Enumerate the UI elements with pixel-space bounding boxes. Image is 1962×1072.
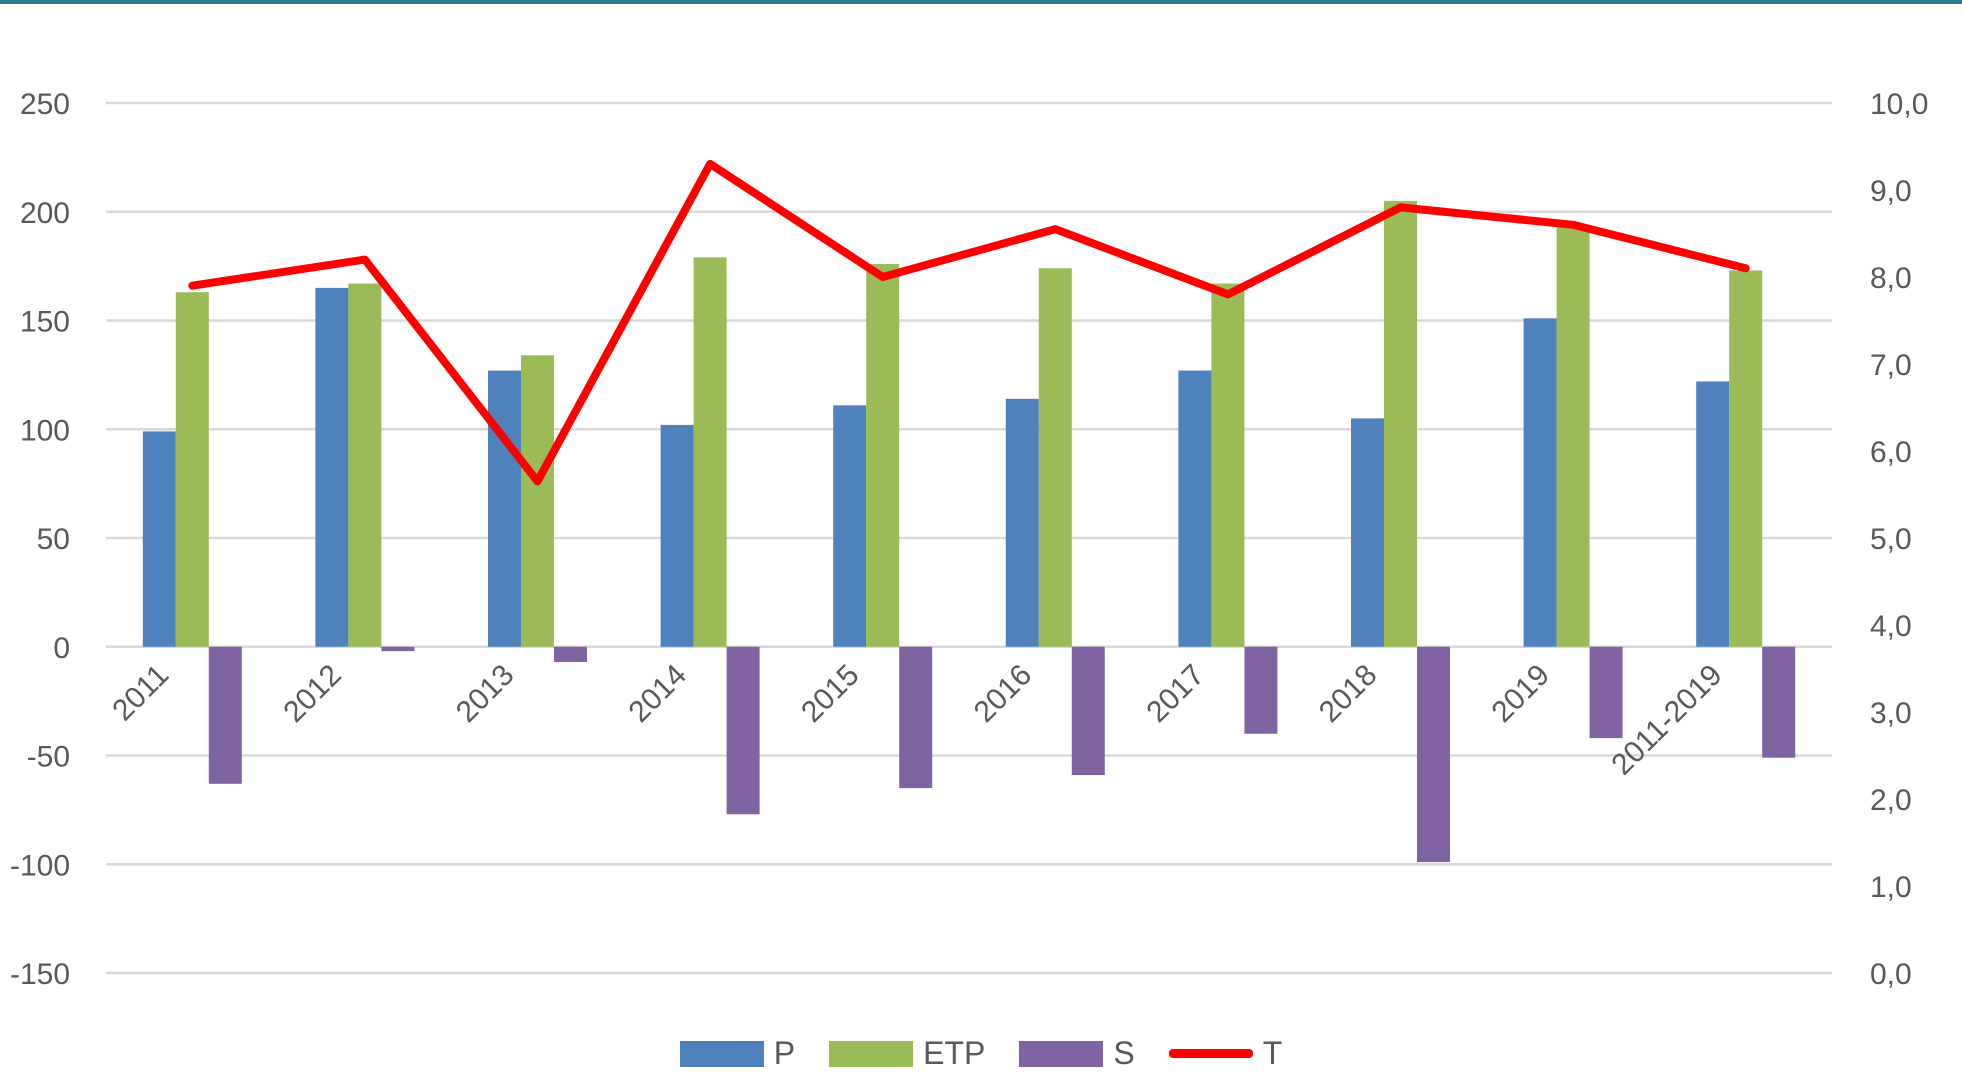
category-label: 2011 (106, 658, 175, 727)
bar-etp (175, 292, 209, 647)
legend-swatch-t (1168, 1049, 1253, 1058)
bar-etp (866, 263, 900, 647)
bar-etp (1729, 270, 1763, 647)
bar-p (1523, 318, 1557, 647)
left-tick-label: -50 (27, 741, 70, 774)
legend-item-s: S (1019, 1035, 1135, 1072)
left-tick-label: -100 (10, 849, 70, 882)
bar-etp (521, 355, 554, 647)
right-tick-label: 6,0 (1870, 436, 1912, 469)
legend-label-s: S (1113, 1035, 1135, 1071)
legend-item-p: P (679, 1035, 796, 1072)
bar-p (1351, 418, 1384, 647)
legend-label-t: T (1262, 1035, 1283, 1071)
left-tick-label: 250 (20, 88, 70, 121)
bar-p (315, 287, 349, 647)
bar-etp (1211, 283, 1245, 647)
right-tick-label: 5,0 (1870, 523, 1912, 556)
bar-p (1178, 370, 1212, 647)
right-tick-label: 8,0 (1870, 262, 1912, 295)
left-tick-label: 0 (53, 632, 70, 665)
left-axis-ticks: 250 200 150 100 50 0 -50 -100 -150 (10, 88, 70, 991)
legend-label-p: P (773, 1035, 796, 1071)
top-rule (0, 0, 1962, 4)
line-t (188, 159, 1750, 486)
bar-etp (1038, 268, 1072, 647)
right-tick-label: 10,0 (1870, 88, 1928, 121)
bar-series (142, 200, 1796, 863)
category-label: 2014 (623, 658, 694, 729)
left-tick-label: 100 (20, 414, 70, 447)
bar-etp (1556, 226, 1590, 647)
bar-p (833, 405, 867, 647)
right-tick-label: 2,0 (1870, 784, 1912, 817)
bar-etp (348, 283, 382, 647)
left-tick-label: 200 (20, 197, 70, 230)
legend-swatch-s (1019, 1040, 1104, 1067)
category-label: 2015 (795, 658, 866, 729)
bar-s (1589, 646, 1623, 739)
legend-item-t: T (1168, 1035, 1283, 1072)
bar-s (381, 646, 415, 652)
bar-etp (693, 257, 727, 647)
left-tick-label: 150 (20, 306, 70, 339)
bar-s (1071, 646, 1105, 776)
right-axis-ticks: 10,0 9,0 8,0 7,0 6,0 5,0 4,0 3,0 2,0 1,0 0,0 (1870, 88, 1928, 991)
right-tick-label: 1,0 (1870, 871, 1912, 904)
category-label: 2011-2019 (1605, 658, 1728, 781)
legend-item-etp: ETP (829, 1035, 985, 1072)
bar-s (1762, 646, 1796, 758)
legend-swatch-p (679, 1040, 764, 1067)
bar-etp (1384, 200, 1417, 647)
category-label: 2016 (968, 658, 1039, 729)
category-label: 2019 (1486, 658, 1557, 729)
right-tick-label: 0,0 (1870, 958, 1912, 991)
right-tick-label: 3,0 (1870, 697, 1912, 730)
right-tick-label: 4,0 (1870, 610, 1912, 643)
left-tick-label: -150 (10, 958, 70, 991)
category-label: 2018 (1313, 658, 1384, 729)
right-tick-label: 7,0 (1870, 349, 1912, 382)
bar-s (1244, 646, 1278, 734)
category-label: 2012 (277, 658, 348, 729)
legend: P ETP S T (0, 1035, 1962, 1072)
bar-p (142, 431, 176, 647)
bar-p (1005, 398, 1039, 647)
bar-s (208, 646, 242, 784)
bar-s (899, 646, 933, 789)
bar-p (488, 370, 521, 647)
left-tick-label: 50 (37, 523, 70, 556)
bar-s (726, 646, 760, 815)
category-label: 2017 (1140, 658, 1211, 729)
right-tick-label: 9,0 (1870, 175, 1912, 208)
bar-p (1696, 381, 1730, 647)
bar-p (660, 424, 694, 647)
line-series-t (188, 159, 1750, 486)
category-label: 2013 (450, 658, 521, 729)
legend-swatch-etp (829, 1040, 914, 1067)
bar-s (1417, 646, 1450, 863)
legend-label-etp: ETP (923, 1035, 986, 1071)
bar-s (554, 646, 587, 662)
